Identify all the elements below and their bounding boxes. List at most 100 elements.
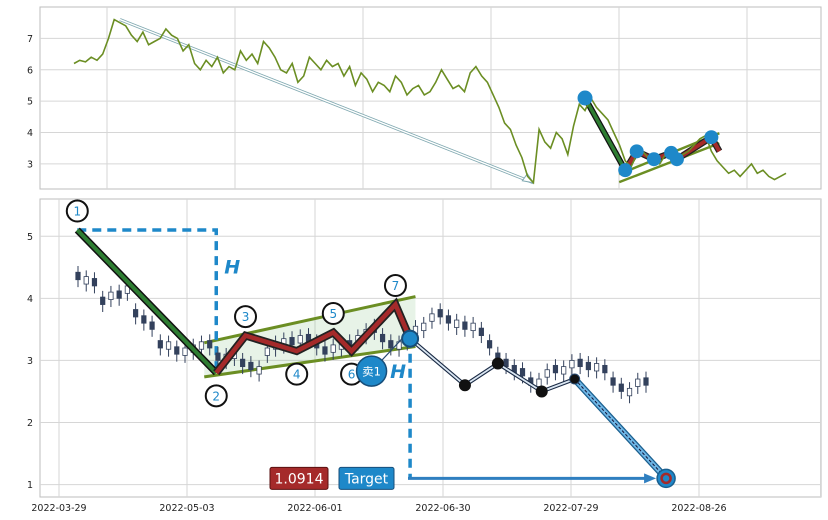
candlestick-panel: 1 2 3 4 5 2022-03-29 2022-05-03 2022-06-01 2022… bbox=[27, 198, 822, 514]
x-tick-label: 2022-03-29 bbox=[31, 503, 86, 514]
candle-body bbox=[75, 271, 81, 281]
channel-upper-line bbox=[203, 295, 416, 345]
candle-body bbox=[108, 291, 114, 300]
bottom-y-tick-label: 1 bbox=[27, 480, 33, 491]
candle-body bbox=[100, 296, 106, 305]
sell-label: 卖1 bbox=[362, 365, 381, 379]
candle-body bbox=[602, 364, 608, 374]
candle-body bbox=[610, 377, 616, 386]
wave-label-circle bbox=[65, 199, 89, 223]
top-y-tick-label: 4 bbox=[27, 128, 33, 139]
top-y-tick-label: 7 bbox=[27, 34, 33, 45]
price-line-panel: 3 4 5 6 7 bbox=[27, 6, 822, 190]
target-label-box bbox=[338, 466, 395, 490]
candle-body bbox=[330, 344, 336, 353]
wave-label-text: 4 bbox=[293, 368, 301, 382]
candle-body bbox=[256, 366, 262, 375]
candle-body bbox=[248, 361, 254, 371]
candle-body bbox=[421, 322, 427, 332]
x-tick-label: 2022-07-29 bbox=[543, 503, 598, 514]
target-value-box bbox=[269, 466, 329, 490]
candle-body bbox=[141, 315, 147, 324]
candle-body bbox=[322, 346, 328, 355]
candle-body bbox=[569, 360, 575, 369]
candle-body bbox=[240, 358, 246, 368]
target-arrow-head bbox=[644, 473, 657, 484]
x-tick-label: 2022-08-26 bbox=[671, 503, 726, 514]
breakdown-point bbox=[401, 329, 420, 348]
candle-body bbox=[207, 340, 213, 349]
height-label-2: H bbox=[390, 361, 406, 383]
candle-body bbox=[157, 340, 163, 349]
bottom-y-tick-label: 2 bbox=[27, 418, 33, 429]
wave-label-text: 3 bbox=[242, 310, 250, 324]
candle-body bbox=[552, 364, 559, 374]
target-value-text: 1.0914 bbox=[275, 471, 324, 487]
candle-body bbox=[437, 309, 443, 318]
candle-body bbox=[198, 341, 205, 350]
top-y-tick-label: 6 bbox=[27, 65, 33, 76]
wave-label-text: 2 bbox=[212, 389, 220, 403]
height-guide-1 bbox=[77, 228, 219, 373]
candle-body bbox=[594, 363, 600, 372]
candle-body bbox=[536, 378, 542, 387]
top-wave-marker bbox=[618, 163, 633, 178]
candle-body bbox=[585, 361, 591, 371]
bottom-y-tick-label: 4 bbox=[27, 294, 33, 305]
target-point-core bbox=[660, 472, 672, 485]
top-wave-marker bbox=[669, 152, 684, 167]
candle-body bbox=[445, 315, 452, 324]
wave-label-circle bbox=[383, 274, 407, 298]
channel-lower-line bbox=[204, 345, 416, 379]
candle-body bbox=[470, 322, 476, 332]
top-channel-lower bbox=[618, 142, 720, 184]
projection-pivot bbox=[569, 373, 581, 385]
candle-body bbox=[264, 347, 270, 356]
candle-body bbox=[174, 346, 180, 355]
candle-body bbox=[635, 378, 641, 387]
target-point bbox=[656, 468, 676, 489]
projection-leg-dash bbox=[574, 378, 667, 479]
impulse-leg bbox=[75, 228, 218, 375]
wave-label-circle bbox=[204, 384, 228, 408]
wave-label-text: 5 bbox=[329, 307, 337, 321]
candle-body bbox=[577, 358, 583, 368]
wave-label-text: 7 bbox=[392, 279, 400, 293]
wave-label-circle bbox=[285, 362, 309, 386]
bottom-y-tick-label: 5 bbox=[27, 232, 33, 243]
x-tick-label: 2022-05-03 bbox=[159, 503, 214, 514]
candle-body bbox=[379, 333, 386, 343]
candle-body bbox=[544, 369, 550, 378]
candle-body bbox=[626, 387, 633, 397]
top-impulse-leg bbox=[583, 97, 627, 172]
candle-body bbox=[133, 309, 139, 318]
top-wave-marker bbox=[646, 152, 661, 167]
candle-body bbox=[478, 327, 484, 336]
candle-body bbox=[297, 335, 303, 344]
candle-body bbox=[149, 321, 155, 330]
candle-body bbox=[462, 321, 468, 330]
corrective-wave bbox=[214, 300, 413, 375]
projection-pivot bbox=[458, 379, 471, 392]
bottom-y-tick-label: 3 bbox=[27, 356, 33, 367]
sell-marker bbox=[355, 355, 388, 387]
candle-body bbox=[519, 368, 526, 377]
candle-body bbox=[429, 313, 435, 322]
candle-body bbox=[165, 341, 172, 350]
top-wave-marker bbox=[629, 144, 644, 159]
candle-body bbox=[486, 340, 493, 349]
top-panel-frame bbox=[39, 6, 822, 190]
top-y-tick-label: 3 bbox=[27, 159, 33, 170]
candle-body bbox=[289, 337, 295, 346]
wave-label-text: 6 bbox=[348, 368, 356, 382]
bottom-panel-frame bbox=[39, 198, 822, 498]
wave-label-text: 1 bbox=[73, 205, 81, 219]
projection-pivot bbox=[491, 357, 504, 370]
x-tick-label: 2022-06-01 bbox=[287, 503, 342, 514]
candle-body bbox=[182, 347, 188, 356]
top-wave-marker bbox=[704, 130, 719, 145]
top-wave-marker bbox=[577, 90, 593, 106]
height-label-1: H bbox=[224, 257, 240, 279]
target-label-text: Target bbox=[344, 471, 389, 487]
